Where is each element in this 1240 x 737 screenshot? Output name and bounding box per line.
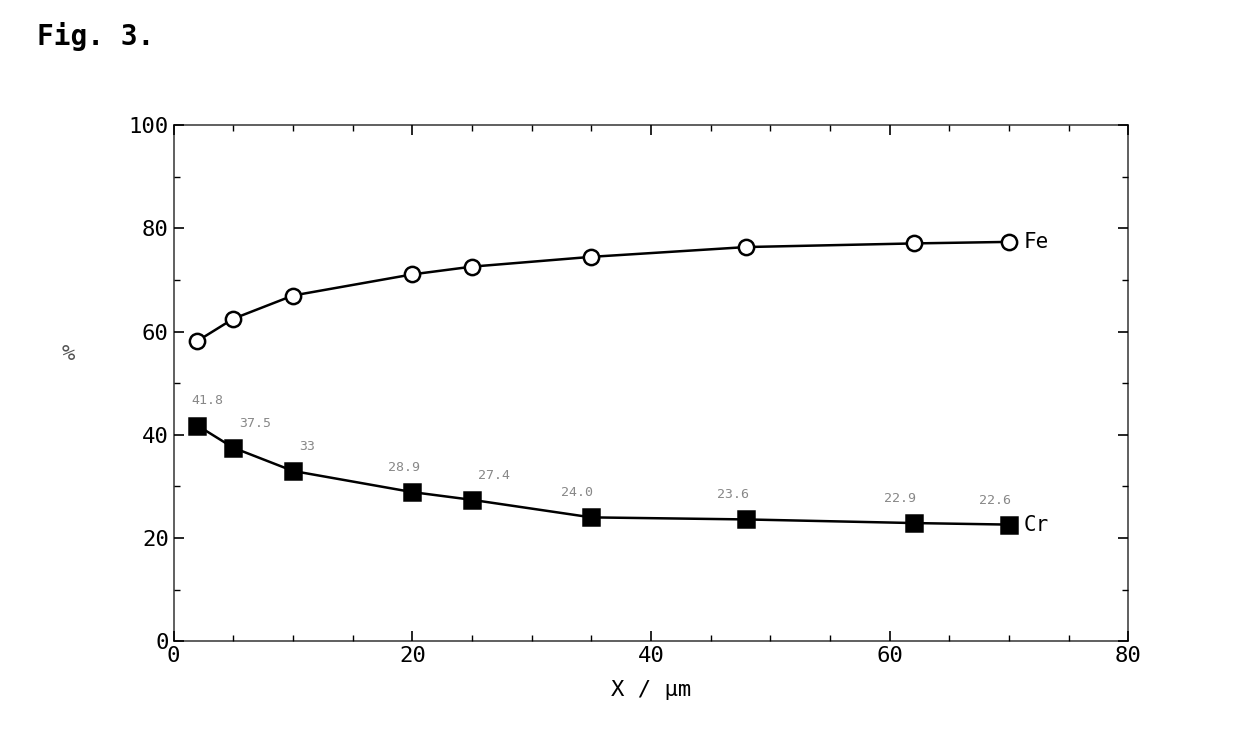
Text: 33: 33 — [299, 440, 315, 453]
Text: Fig. 3.: Fig. 3. — [37, 22, 155, 51]
Text: 22.9: 22.9 — [884, 492, 915, 505]
Text: 23.6: 23.6 — [717, 489, 749, 501]
Text: 37.5: 37.5 — [239, 416, 272, 430]
X-axis label: X / μm: X / μm — [611, 680, 691, 700]
Text: 27.4: 27.4 — [477, 469, 510, 482]
Text: 22.6: 22.6 — [980, 494, 1011, 506]
Text: 24.0: 24.0 — [562, 486, 594, 500]
Text: Fe: Fe — [1023, 232, 1049, 252]
Text: Cr: Cr — [1023, 514, 1049, 534]
Text: 28.9: 28.9 — [388, 461, 420, 474]
Text: 41.8: 41.8 — [191, 394, 223, 408]
Text: %: % — [62, 343, 74, 364]
